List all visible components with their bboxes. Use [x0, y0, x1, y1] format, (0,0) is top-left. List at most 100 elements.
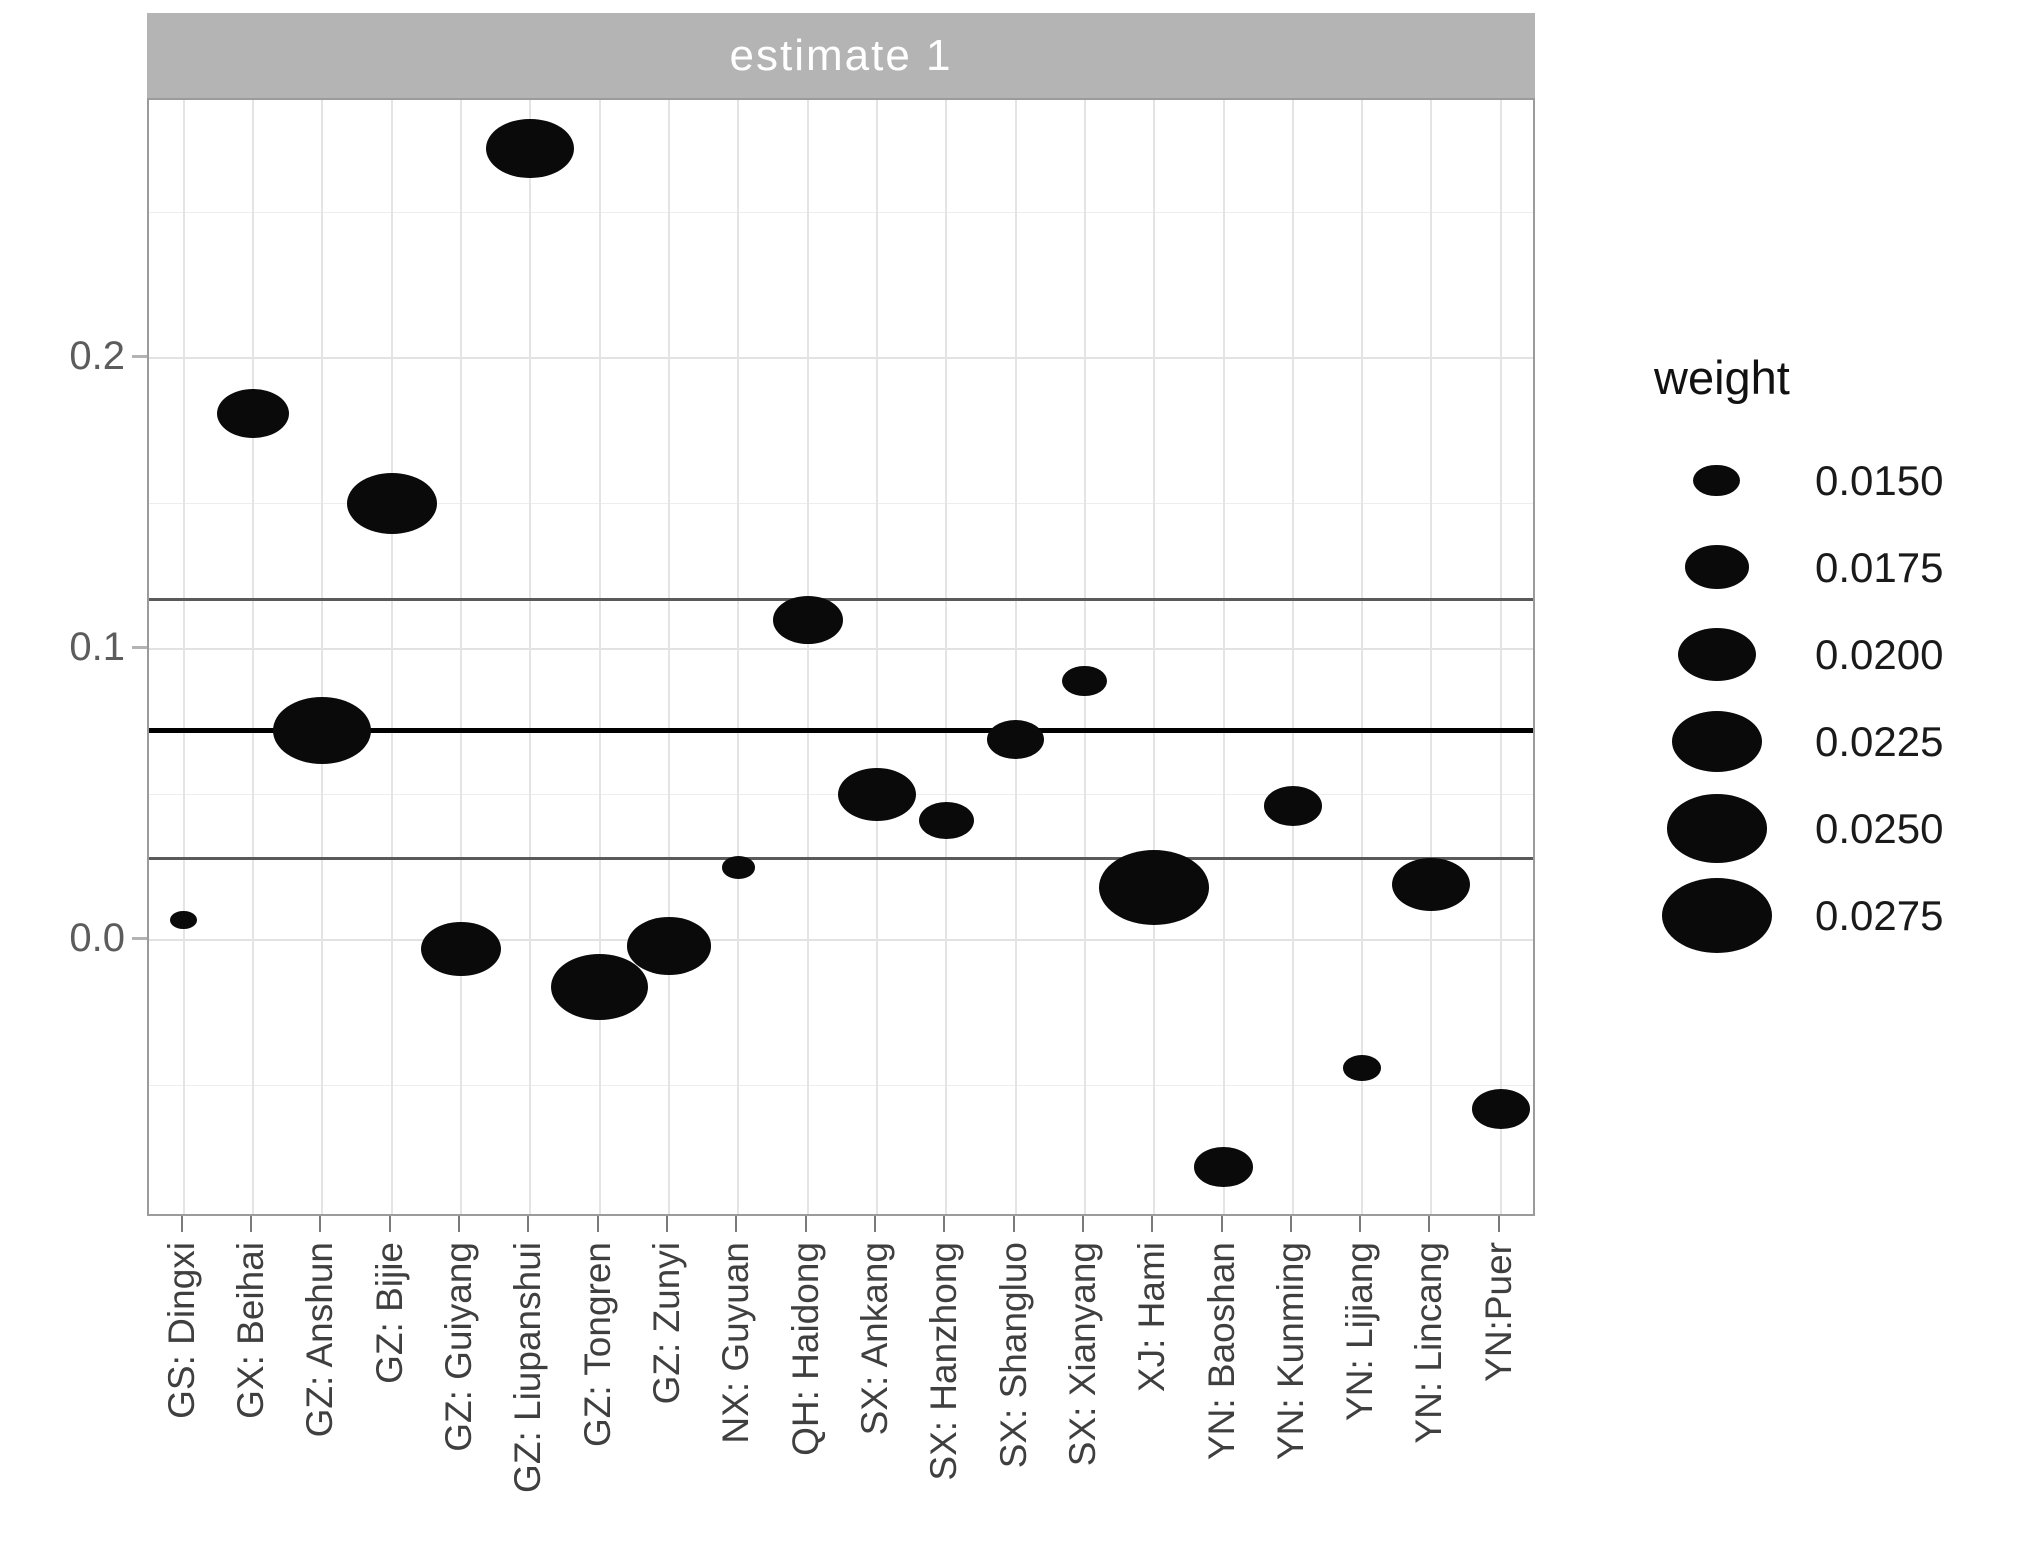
y-minor-gridline — [149, 1085, 1533, 1086]
y-tick-label: 0.0 — [69, 916, 125, 960]
x-gridline — [321, 100, 324, 1214]
legend-key-bubble — [1666, 794, 1768, 863]
data-point — [918, 802, 974, 840]
x-tick-label: SX: Ankang — [853, 1242, 895, 1436]
x-tick-label: YN: Lincang — [1408, 1242, 1450, 1444]
data-point — [273, 697, 372, 764]
x-gridline — [529, 100, 532, 1214]
x-tick-label: YN:Puer — [1477, 1242, 1519, 1382]
x-tick-mark — [1359, 1216, 1362, 1232]
x-tick-mark — [388, 1216, 391, 1232]
ci-upper-line — [149, 598, 1533, 602]
x-tick-label: GZ: Bijie — [368, 1242, 410, 1384]
pooled-estimate-line — [149, 727, 1533, 733]
x-tick-label: QH: Haidong — [784, 1242, 826, 1456]
y-tick-mark — [132, 645, 147, 649]
x-tick-label: SX: Shangluo — [992, 1242, 1034, 1469]
x-tick-mark — [1428, 1216, 1431, 1232]
x-tick-label: GS: Dingxi — [160, 1242, 202, 1419]
x-gridline — [875, 100, 878, 1214]
legend-key-bubble — [1693, 464, 1741, 497]
legend-key-bubble — [1684, 545, 1750, 590]
x-tick-mark — [1220, 1216, 1223, 1232]
legend-entry: 0.0275 — [1640, 872, 2030, 959]
x-tick-label: SX: Hanzhong — [923, 1242, 965, 1481]
plot-panel — [147, 98, 1535, 1216]
x-gridline — [1291, 100, 1294, 1214]
x-tick-mark — [1081, 1216, 1084, 1232]
legend-key-bubble — [1671, 710, 1763, 773]
y-tick-mark — [132, 354, 147, 358]
legend-value-label: 0.0175 — [1815, 543, 1944, 591]
x-gridline — [182, 100, 185, 1214]
data-point — [551, 953, 649, 1020]
x-tick-label: GZ: Anshun — [299, 1242, 341, 1438]
x-tick-mark — [180, 1216, 183, 1232]
data-point — [346, 472, 437, 535]
data-point — [1471, 1088, 1530, 1129]
x-tick-label: NX: Guyuan — [715, 1242, 757, 1444]
x-gridline — [1153, 100, 1156, 1214]
legend-key-bubble — [1677, 627, 1757, 682]
x-tick-label: GZ: Tongren — [576, 1242, 618, 1447]
y-major-gridline — [149, 357, 1533, 359]
x-tick-mark — [457, 1216, 460, 1232]
facet-strip: estimate 1 — [147, 13, 1535, 98]
x-gridline — [945, 100, 948, 1214]
x-tick-mark — [1289, 1216, 1292, 1232]
legend-entry: 0.0225 — [1640, 698, 2030, 785]
legend-entry: 0.0250 — [1640, 785, 2030, 872]
x-tick-label: XJ: Hami — [1131, 1242, 1173, 1393]
x-tick-mark — [804, 1216, 807, 1232]
data-point — [837, 767, 916, 822]
x-gridline — [737, 100, 740, 1214]
x-gridline — [1014, 100, 1017, 1214]
data-point — [216, 388, 290, 438]
facet-strip-title: estimate 1 — [729, 30, 953, 80]
data-point — [772, 596, 843, 644]
data-point — [721, 855, 755, 879]
x-tick-mark — [665, 1216, 668, 1232]
legend-key-bubble — [1661, 878, 1772, 953]
legend-title: weight — [1654, 351, 1790, 404]
x-gridline — [667, 100, 670, 1214]
x-tick-mark — [527, 1216, 530, 1232]
x-gridline — [1361, 100, 1364, 1214]
x-gridline — [1083, 100, 1086, 1214]
x-tick-label: GZ: Liupanshui — [507, 1242, 549, 1493]
x-tick-mark — [735, 1216, 738, 1232]
ci-lower-line — [149, 857, 1533, 861]
x-tick-label: GZ: Zunyi — [645, 1242, 687, 1405]
legend-value-label: 0.0225 — [1815, 717, 1944, 765]
x-tick-mark — [596, 1216, 599, 1232]
legend-entry: 0.0150 — [1640, 437, 2030, 524]
data-point — [1062, 665, 1108, 697]
data-point — [1194, 1147, 1253, 1187]
data-point — [1099, 850, 1210, 926]
legend-value-label: 0.0250 — [1815, 804, 1944, 852]
data-point — [1263, 786, 1322, 826]
x-tick-label: YN: Kunming — [1269, 1242, 1311, 1460]
data-point — [170, 910, 197, 929]
x-tick-label: GZ: Guiyang — [437, 1242, 479, 1452]
legend-value-label: 0.0200 — [1815, 630, 1944, 678]
y-major-gridline — [149, 648, 1533, 650]
x-tick-mark — [873, 1216, 876, 1232]
x-tick-mark — [1151, 1216, 1154, 1232]
y-tick-mark — [132, 936, 147, 940]
x-tick-mark — [943, 1216, 946, 1232]
x-gridline — [390, 100, 393, 1214]
data-point — [987, 719, 1044, 759]
x-tick-label: SX: Xianyang — [1061, 1242, 1103, 1467]
x-tick-mark — [319, 1216, 322, 1232]
data-point — [626, 916, 712, 975]
y-tick-label: 0.2 — [69, 334, 125, 378]
data-point — [486, 118, 575, 179]
x-gridline — [1430, 100, 1433, 1214]
x-gridline — [459, 100, 462, 1214]
y-minor-gridline — [149, 212, 1533, 213]
y-major-gridline — [149, 939, 1533, 941]
x-tick-mark — [1497, 1216, 1500, 1232]
x-tick-mark — [250, 1216, 253, 1232]
